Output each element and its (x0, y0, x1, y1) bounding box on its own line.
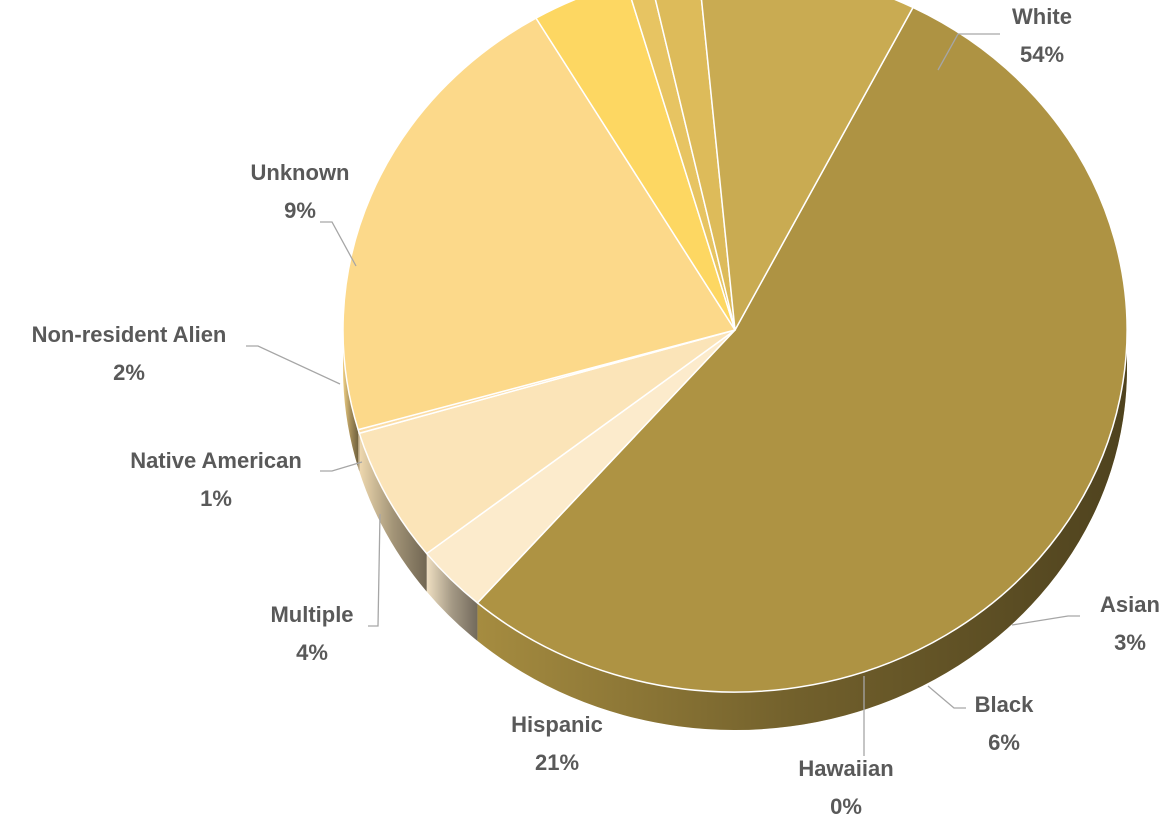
slice-label-white: White (1012, 4, 1072, 29)
pie-slice-non-resident-alien (654, 0, 736, 331)
leader-line-multiple (368, 513, 381, 627)
pie-slice-unknown (700, 0, 914, 331)
leader-line-asian (1011, 615, 1080, 626)
pie-wall-shade-hawaiian (358, 429, 360, 472)
pie-slice-white (476, 6, 1128, 693)
pie-slice-hispanic (342, 17, 736, 431)
pie-top-surface (342, 0, 1128, 693)
pie-wall-shade-white (477, 330, 1127, 731)
slice-value-non-resident-alien: 2% (113, 360, 145, 385)
pie-wall-shade-asian (426, 553, 478, 641)
slice-value-hispanic: 21% (535, 750, 579, 775)
leader-line-non-resident-alien (246, 345, 341, 385)
pie-slice-native-american (630, 0, 736, 331)
slice-label-hawaiian: Hawaiian (798, 756, 893, 781)
slice-label-asian: Asian (1100, 592, 1160, 617)
slice-label-black: Black (975, 692, 1034, 717)
pie-wall-shade-black (359, 433, 427, 592)
slice-label-unknown: Unknown (251, 160, 350, 185)
pie-wall-shade-hispanic (343, 330, 359, 468)
slice-value-black: 6% (988, 730, 1020, 755)
pie-slice-black (358, 329, 736, 555)
slice-value-multiple: 4% (296, 640, 328, 665)
slice-label-non-resident-alien: Non-resident Alien (32, 322, 227, 347)
data-labels: White 54% Asian 3% Black 6% Hawaiian 0% Hispanic… (32, 4, 1160, 819)
slice-label-hispanic: Hispanic (511, 712, 603, 737)
pie-side-walls (343, 330, 1127, 731)
label-leader-lines (246, 33, 1080, 756)
leader-line-unknown (320, 221, 357, 267)
slice-value-native-american: 1% (200, 486, 232, 511)
slice-value-hawaiian: 0% (830, 794, 862, 819)
pie-slice-multiple (535, 0, 736, 331)
leader-line-white (937, 33, 1000, 71)
slice-label-multiple: Multiple (270, 602, 353, 627)
leader-line-black (927, 685, 966, 709)
slice-value-white: 54% (1020, 42, 1064, 67)
leader-line-native-american (320, 461, 363, 472)
slice-value-unknown: 9% (284, 198, 316, 223)
slice-label-native-american: Native American (130, 448, 302, 473)
slice-value-asian: 3% (1114, 630, 1146, 655)
